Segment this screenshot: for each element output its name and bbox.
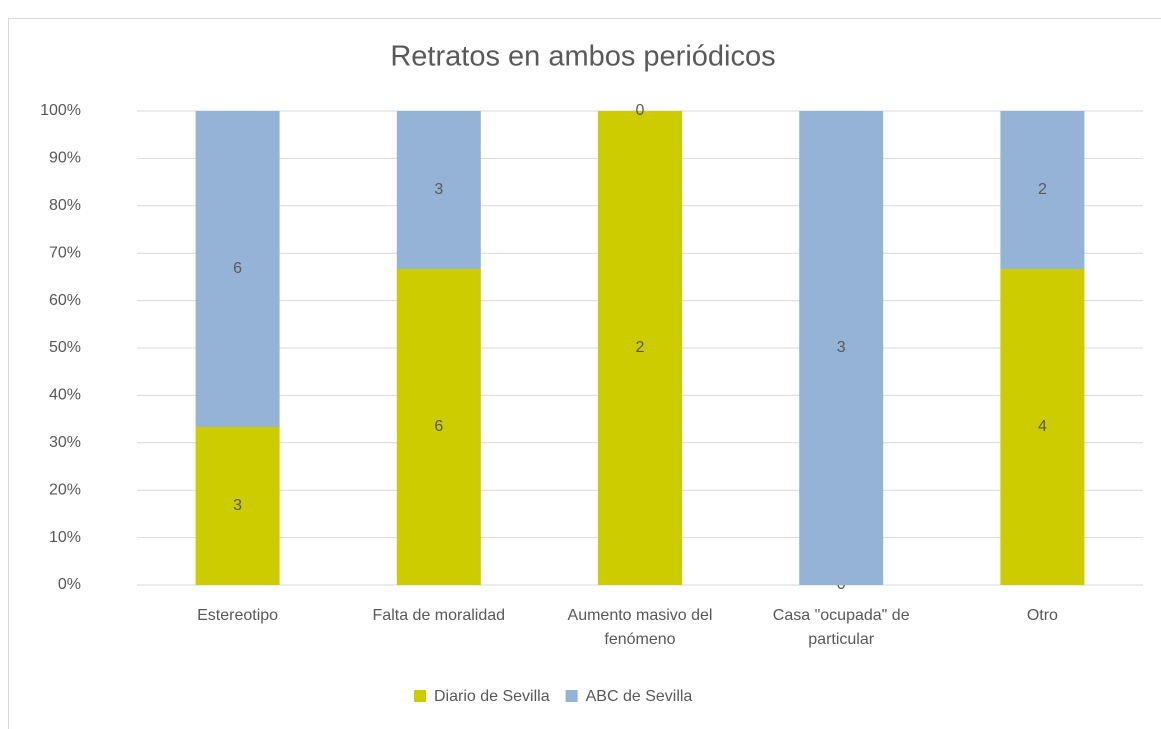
y-tick-label: 90% xyxy=(49,150,81,167)
legend-swatch xyxy=(565,690,578,702)
x-tick-label: Otro xyxy=(1027,607,1058,624)
y-tick-label: 10% xyxy=(49,529,81,546)
y-tick-label: 60% xyxy=(49,292,81,309)
data-label: 0 xyxy=(636,102,645,119)
y-tick-label: 0% xyxy=(58,576,81,593)
data-label: 2 xyxy=(1038,181,1047,198)
data-label: 6 xyxy=(233,260,242,277)
x-tick-label: Falta de moralidad xyxy=(373,607,506,624)
data-label: 3 xyxy=(233,497,242,514)
legend-label: Diario de Sevilla xyxy=(434,688,550,705)
data-label: 3 xyxy=(837,339,846,356)
data-label: 4 xyxy=(1038,418,1047,435)
data-label: 2 xyxy=(636,339,645,356)
y-tick-label: 80% xyxy=(49,197,81,214)
bar-segment xyxy=(396,269,481,585)
y-tick-label: 50% xyxy=(49,339,81,356)
legend-label: ABC de Sevilla xyxy=(586,688,693,705)
bar-segment xyxy=(598,111,682,585)
bar-segment xyxy=(1000,269,1085,585)
data-label: 3 xyxy=(434,181,443,198)
y-tick-label: 20% xyxy=(49,481,81,498)
y-tick-label: 30% xyxy=(49,434,81,451)
bar-segment xyxy=(195,111,280,427)
y-tick-label: 100% xyxy=(40,102,81,119)
chart-title: Retratos en ambos periódicos xyxy=(390,41,775,73)
y-tick-label: 40% xyxy=(49,387,81,404)
y-tick-label: 70% xyxy=(49,244,81,261)
x-tick-label: Aumento masivo del fenómeno xyxy=(568,607,713,648)
x-tick-label: Estereotipo xyxy=(197,607,278,624)
x-tick-label: Casa "ocupada" de particular xyxy=(773,607,910,648)
legend-swatch xyxy=(414,690,426,702)
data-label: 6 xyxy=(434,418,443,435)
bar-segment xyxy=(799,111,884,585)
bar-segment xyxy=(1000,111,1085,269)
bar-segment xyxy=(396,111,481,269)
bar-segment xyxy=(195,427,280,585)
